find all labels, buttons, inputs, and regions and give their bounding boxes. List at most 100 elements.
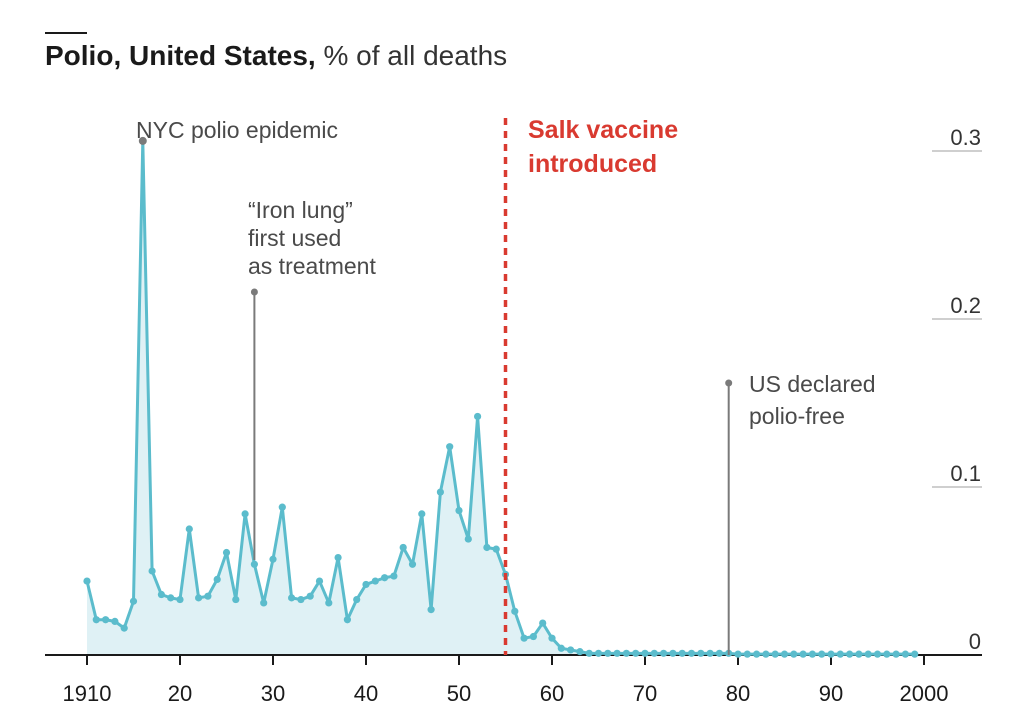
data-point	[111, 617, 119, 626]
data-point	[827, 650, 835, 658]
annotation-polio-free-line: polio-free	[749, 403, 845, 429]
annotation-dot-nyc	[138, 136, 147, 145]
x-tick-label: 80	[726, 681, 750, 706]
data-point	[436, 488, 444, 496]
data-point	[604, 649, 612, 657]
area-fill	[87, 140, 915, 656]
data-point	[260, 599, 268, 607]
data-point	[911, 650, 919, 658]
data-point	[864, 650, 872, 658]
data-point	[697, 649, 705, 657]
data-point	[371, 577, 379, 585]
data-point	[185, 525, 193, 533]
y-tick-label: 0.3	[950, 125, 981, 150]
x-tick-label: 90	[819, 681, 843, 706]
x-tick-label: 30	[261, 681, 285, 706]
data-point	[306, 592, 314, 600]
data-point	[799, 650, 807, 658]
data-point	[418, 510, 426, 518]
data-point	[734, 650, 742, 658]
annotation-iron-lung-line: as treatment	[248, 253, 376, 279]
data-point	[334, 553, 342, 562]
data-point	[632, 649, 640, 657]
data-point	[297, 595, 305, 604]
data-point	[790, 650, 798, 658]
data-point	[613, 649, 621, 657]
data-point	[232, 595, 240, 604]
data-point	[129, 597, 138, 605]
data-point	[557, 644, 565, 652]
chart-subtitle: % of all deaths	[323, 40, 508, 71]
data-point	[83, 577, 91, 585]
data-point	[464, 535, 472, 543]
annotation-salk-line: Salk vaccine	[528, 116, 678, 144]
data-point	[622, 649, 631, 657]
x-tick-label: 60	[540, 681, 564, 706]
data-point	[353, 595, 361, 604]
data-point	[362, 580, 370, 589]
data-point	[567, 646, 575, 654]
data-point	[520, 634, 528, 642]
data-point	[381, 574, 389, 582]
data-point	[399, 543, 407, 552]
data-point	[288, 594, 296, 602]
data-point	[92, 616, 100, 624]
annotation-dot-polio-free	[725, 379, 733, 387]
data-point	[585, 649, 593, 657]
x-tick-label: 50	[447, 681, 471, 706]
annotation-iron-lung-line: “Iron lung”	[248, 197, 353, 223]
data-point	[148, 567, 156, 575]
data-point	[204, 592, 212, 600]
data-point	[529, 632, 538, 641]
y-tick-label: 0.1	[950, 461, 981, 486]
data-point	[250, 560, 258, 568]
data-point	[762, 650, 770, 658]
data-point	[474, 412, 482, 421]
data-point	[102, 616, 110, 624]
data-point	[408, 560, 417, 568]
data-point	[836, 650, 844, 658]
data-point	[455, 506, 463, 515]
data-point	[855, 650, 863, 658]
chart-title: Polio, United States, % of all deaths	[45, 40, 507, 72]
data-point	[771, 650, 779, 658]
annotation-iron-lung-line: first used	[248, 225, 341, 251]
data-point	[427, 606, 435, 614]
data-point	[743, 650, 751, 658]
data-point	[678, 649, 686, 657]
data-point	[715, 649, 724, 657]
data-point	[120, 624, 128, 632]
data-point	[883, 650, 891, 658]
chart-title-main: Polio, United States,	[45, 40, 316, 71]
data-point	[780, 650, 789, 658]
data-point	[650, 649, 658, 657]
data-point	[753, 650, 761, 658]
data-point	[846, 650, 854, 658]
y-tick-label: 0.2	[950, 293, 981, 318]
y-tick-label: 0	[969, 629, 981, 654]
data-point	[576, 648, 584, 656]
data-point	[706, 649, 714, 657]
data-point	[195, 594, 203, 602]
data-point	[343, 616, 351, 624]
data-point	[808, 650, 817, 658]
annotation-dot-iron-lung	[250, 288, 258, 296]
data-point	[669, 649, 677, 657]
x-tick-label: 70	[633, 681, 657, 706]
data-point	[278, 503, 286, 511]
data-point	[594, 649, 603, 657]
x-tick-label: 20	[168, 681, 192, 706]
data-point	[818, 650, 826, 658]
data-point	[492, 545, 500, 553]
data-point	[511, 607, 519, 615]
data-point	[892, 650, 900, 658]
x-tick-label: 2000	[900, 681, 949, 706]
data-point	[269, 555, 277, 563]
data-point	[483, 543, 491, 552]
data-point	[157, 590, 165, 599]
data-point	[167, 594, 175, 602]
annotation-nyc: NYC polio epidemic	[136, 117, 338, 143]
annotation-salk-line: introduced	[528, 150, 657, 178]
data-point	[213, 575, 221, 584]
